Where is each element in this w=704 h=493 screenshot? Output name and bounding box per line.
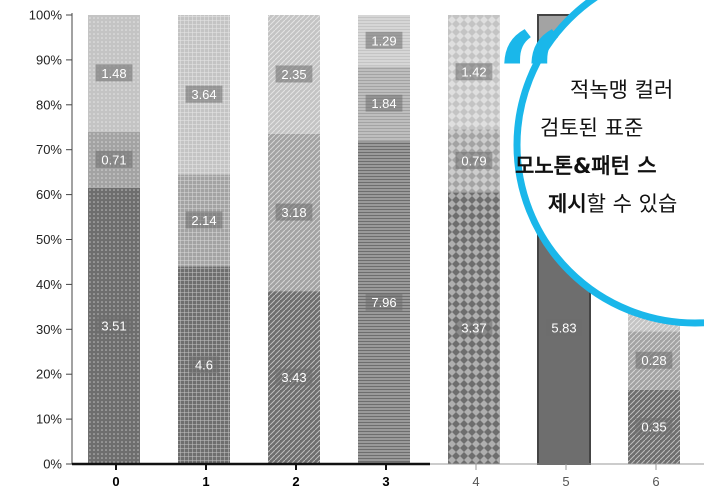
y-tick-label: 80%	[36, 97, 62, 112]
data-label-bg	[275, 203, 313, 221]
bar-1: 4.6 2.14 3.64	[178, 15, 230, 464]
data-label: 0.28	[641, 353, 666, 368]
x-tick-label: 3	[382, 474, 389, 489]
data-label-bg	[635, 351, 673, 369]
callout-line-4-bold: 제시	[548, 192, 587, 216]
data-label-bg	[365, 293, 403, 311]
callout-line-4: 제시할 수 있습	[548, 192, 677, 216]
quote-mark-icon: “	[496, 6, 565, 147]
y-tick-label: 70%	[36, 142, 62, 157]
data-label-bg	[275, 368, 313, 386]
y-tick-label: 60%	[36, 187, 62, 202]
data-label-bg	[635, 417, 673, 435]
data-label: 1.48	[101, 66, 126, 81]
data-label-bg	[455, 63, 493, 81]
data-label: 1.84	[371, 96, 396, 111]
callout-line-1: 적녹맹 컬러	[570, 78, 673, 102]
bar-3: 7.96 1.84 1.29	[358, 15, 410, 464]
data-label-bg	[189, 356, 219, 374]
data-label-bg	[455, 151, 493, 169]
data-label: 0.71	[101, 152, 126, 167]
x-tick-label: 4	[472, 474, 479, 489]
data-label: 2.35	[281, 67, 306, 82]
bar-4: 3.37 0.79 1.42	[448, 15, 500, 465]
callout-bubble: “ 적녹맹 컬러 검토된 표준 모노톤&패턴 스 제시할 수 있습	[496, 0, 704, 327]
callout-circle	[513, 0, 704, 327]
data-label-bg	[95, 150, 133, 168]
y-tick-label: 40%	[36, 277, 62, 292]
data-label-bg	[275, 65, 313, 83]
bar-0: 3.51 0.71 1.48	[88, 15, 140, 465]
y-tick-label: 0%	[43, 457, 62, 472]
x-tick-label: 0	[112, 474, 119, 489]
y-tick-label: 10%	[36, 412, 62, 427]
y-tick-label: 30%	[36, 322, 62, 337]
y-tick-label: 90%	[36, 52, 62, 67]
x-tick-label: 1	[202, 474, 209, 489]
data-label-bg	[365, 94, 403, 112]
data-label: 1.42	[461, 65, 486, 80]
x-tick-label: 6	[652, 474, 659, 489]
data-label-bg	[185, 85, 223, 103]
x-tick-label: 2	[292, 474, 299, 489]
data-label: 3.18	[281, 205, 306, 220]
data-label: 1.29	[371, 33, 396, 48]
data-label: 4.6	[195, 358, 213, 373]
y-tick-label: 50%	[36, 232, 62, 247]
data-label: 2.14	[191, 213, 216, 228]
data-label-bg	[545, 319, 583, 337]
data-label: 7.96	[371, 295, 396, 310]
x-tick-label: 5	[562, 474, 569, 489]
data-label-bg	[185, 211, 223, 229]
y-tick-label: 100%	[29, 8, 63, 23]
data-label: 3.43	[281, 370, 306, 385]
data-label-bg	[95, 64, 133, 82]
data-label: 5.83	[551, 321, 576, 336]
data-label: 3.64	[191, 87, 216, 102]
data-label-bg	[95, 316, 133, 334]
data-label-bg	[455, 319, 493, 337]
bar-2: 3.43 3.18 2.35	[268, 15, 320, 464]
y-tick-label: 20%	[36, 367, 62, 382]
callout-line-2: 검토된 표준	[540, 116, 643, 140]
data-label-bg	[365, 31, 403, 49]
data-label: 3.51	[101, 318, 126, 333]
callout-line-4-rest: 할 수 있습	[587, 192, 678, 216]
callout-line-3: 모노톤&패턴 스	[515, 154, 657, 178]
data-label: 0.35	[641, 419, 666, 434]
data-label: 3.37	[461, 321, 486, 336]
data-label: 0.79	[461, 153, 486, 168]
